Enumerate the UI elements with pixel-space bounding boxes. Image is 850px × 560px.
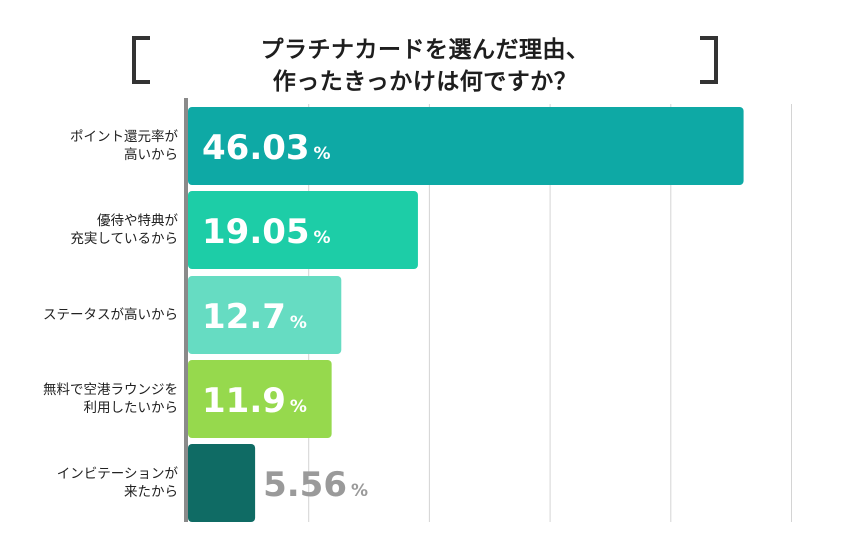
- bar: [188, 107, 744, 185]
- title-line-2: 作ったきっかけは何ですか？: [272, 69, 578, 95]
- data-label-unit: %: [351, 481, 368, 501]
- data-label: 19.05%: [202, 212, 331, 252]
- data-label-value: 19.05: [202, 212, 310, 252]
- y-axis-line: [184, 98, 188, 522]
- title-left-bracket: [132, 36, 150, 84]
- title-line-1: プラチナカードを選んだ理由、: [260, 37, 590, 63]
- data-label-value: 46.03: [202, 128, 310, 168]
- category-label: 優待や特典が充実しているから: [8, 212, 178, 248]
- category-label-line: 利用したいから: [83, 400, 179, 416]
- chart-title: プラチナカードを選んだ理由、 作ったきっかけは何ですか？: [0, 0, 850, 100]
- data-label: 11.9%: [202, 381, 307, 421]
- bar: [188, 276, 342, 354]
- data-label-value: 5.56: [263, 465, 347, 505]
- data-label-unit: %: [314, 144, 331, 164]
- title-right-bracket: [700, 36, 718, 84]
- category-label-line: 来たから: [124, 484, 178, 500]
- data-label-value: 12.7: [202, 297, 286, 337]
- category-label: ポイント還元率が高いから: [8, 128, 178, 164]
- data-label-value: 11.9: [202, 381, 286, 421]
- bar: [188, 360, 332, 438]
- category-label-line: 充実しているから: [70, 231, 178, 247]
- data-label-unit: %: [290, 313, 307, 333]
- bar: [188, 191, 418, 269]
- category-label-line: インビテーションが: [56, 466, 178, 482]
- data-label-unit: %: [314, 228, 331, 248]
- category-label-line: 優待や特典が: [97, 213, 178, 229]
- data-label-unit: %: [290, 397, 307, 417]
- category-label-line: 無料で空港ラウンジを: [43, 382, 178, 398]
- category-label: 無料で空港ラウンジを利用したいから: [8, 381, 178, 417]
- category-label-line: ポイント還元率が: [70, 129, 178, 145]
- category-label-line: ステータスが高いから: [43, 307, 178, 323]
- category-label-line: 高いから: [124, 147, 178, 163]
- category-label: インビテーションが来たから: [8, 465, 178, 501]
- data-label: 46.03%: [202, 128, 331, 168]
- data-label: 12.7%: [202, 297, 307, 337]
- bar: [188, 444, 256, 522]
- category-label: ステータスが高いから: [8, 306, 178, 324]
- data-label: 5.56%: [263, 465, 368, 505]
